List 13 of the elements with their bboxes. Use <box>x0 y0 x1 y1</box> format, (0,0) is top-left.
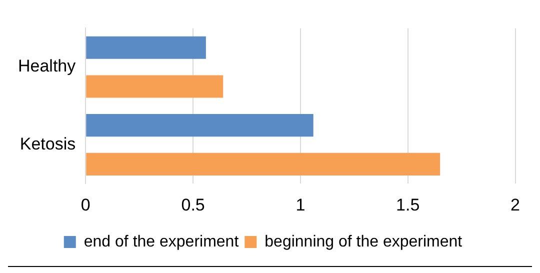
y-tick-label: Healthy <box>18 56 76 76</box>
bar <box>86 152 440 176</box>
bar <box>86 75 224 98</box>
x-tick-label: 1 <box>296 195 306 214</box>
bar <box>86 36 206 59</box>
x-tick-label: 0 <box>80 195 90 214</box>
x-tick-label: 0.5 <box>181 195 205 214</box>
legend-label: beginning of the experiment <box>264 233 463 250</box>
x-tick-label: 1.5 <box>396 195 420 214</box>
x-tick-label: 2 <box>510 195 520 214</box>
bar <box>86 114 314 137</box>
y-tick-label: Ketosis <box>20 134 76 154</box>
legend-label: end of the experiment <box>84 233 240 250</box>
